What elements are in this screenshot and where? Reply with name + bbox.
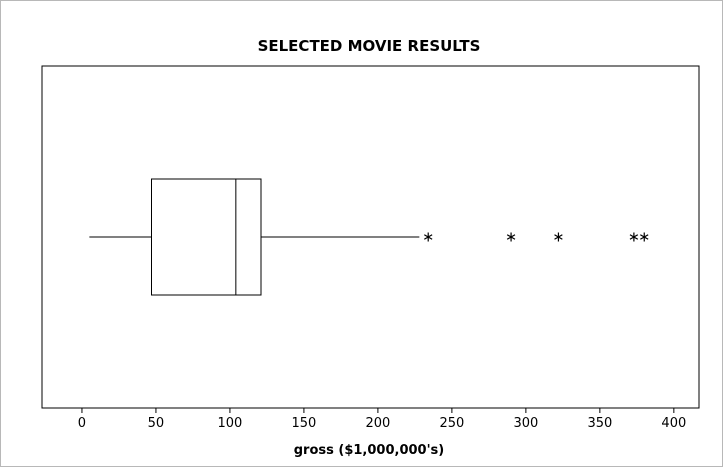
x-tick-label-100: 100 bbox=[218, 416, 243, 431]
iqr-box bbox=[151, 178, 262, 296]
plot-area bbox=[41, 65, 700, 409]
outlier-point-5 bbox=[640, 232, 649, 242]
x-tick-label-250: 250 bbox=[439, 416, 464, 431]
x-tick-label-400: 400 bbox=[661, 416, 686, 431]
outlier-point-1 bbox=[423, 232, 433, 242]
x-tick-label-350: 350 bbox=[587, 416, 612, 431]
outliers bbox=[423, 232, 649, 242]
outlier-point-4 bbox=[629, 232, 639, 242]
x-tick-label-200: 200 bbox=[365, 416, 390, 431]
x-tick-label-0: 0 bbox=[78, 416, 86, 431]
x-axis-label: gross ($1,000,000's) bbox=[294, 443, 445, 458]
boxplot bbox=[89, 178, 420, 296]
x-axis: 0 50 100 150 200 250 300 350 400 bbox=[78, 408, 686, 431]
outlier-point-2 bbox=[506, 232, 516, 242]
chart-title: SELECTED MOVIE RESULTS bbox=[258, 37, 481, 55]
x-tick-label-300: 300 bbox=[513, 416, 538, 431]
x-tick-label-150: 150 bbox=[291, 416, 316, 431]
x-tick-label-50: 50 bbox=[148, 416, 165, 431]
outlier-point-3 bbox=[554, 232, 563, 242]
